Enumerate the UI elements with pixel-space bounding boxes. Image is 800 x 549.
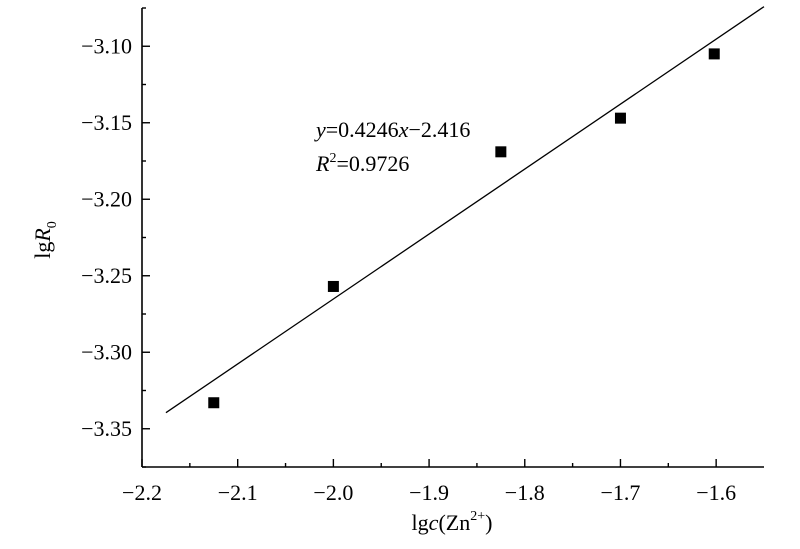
y-title-italic: R (30, 228, 55, 243)
x-tick-label: −1.8 (505, 480, 545, 505)
x-tick-label: −1.6 (696, 480, 736, 505)
data-point (327, 280, 339, 292)
y-ticks: −3.35 −3.30 −3.25 −3.20 −3.15 −3.10 (81, 7, 150, 468)
data-points (208, 48, 720, 409)
axes (141, 8, 764, 468)
equation-intercept: −2.416 (408, 117, 470, 142)
y-tick-label: −3.10 (81, 33, 132, 58)
data-point (208, 397, 220, 409)
x-title-rest: (Zn (438, 510, 470, 535)
data-point (708, 48, 720, 60)
y-tick-label: −3.15 (81, 110, 132, 135)
data-point (495, 146, 507, 158)
equation-y-var: y (314, 117, 326, 142)
x-title-italic: c (429, 510, 439, 535)
fit-line (165, 6, 765, 414)
x-tick-label: −1.9 (409, 480, 449, 505)
x-title-close: ) (485, 510, 492, 535)
x-tick-label: −2.2 (122, 480, 162, 505)
y-title-prefix: lg (30, 242, 55, 259)
r-squared-var: R (315, 151, 330, 176)
x-axis-title: lgc(Zn2+) (412, 509, 493, 535)
x-title-prefix: lg (412, 510, 429, 535)
r-squared-value: =0.9726 (336, 151, 409, 176)
x-tick-label: −2.0 (313, 480, 353, 505)
y-tick-label: −3.20 (81, 186, 132, 211)
r-squared-sup: 2 (329, 151, 336, 166)
x-tick-label: −2.1 (218, 480, 258, 505)
fit-equation: y=0.4246x−2.416 (314, 117, 470, 142)
x-ticks: −2.2 −2.1 −2.0 −1.9 −1.8 −1.7 −1.6 (122, 459, 736, 505)
y-title-sub: 0 (45, 221, 60, 228)
y-axis-title: lgR0 (30, 221, 60, 259)
r-squared-label: R2=0.9726 (315, 151, 409, 176)
y-tick-label: −3.30 (81, 339, 132, 364)
equation-x-var: x (398, 117, 409, 142)
x-tick-label: −1.7 (601, 480, 641, 505)
y-tick-label: −3.35 (81, 416, 132, 441)
data-point (614, 112, 626, 124)
x-title-sup: 2+ (470, 509, 485, 524)
equation-coefficient: =0.4246 (326, 117, 399, 142)
y-tick-label: −3.25 (81, 263, 132, 288)
